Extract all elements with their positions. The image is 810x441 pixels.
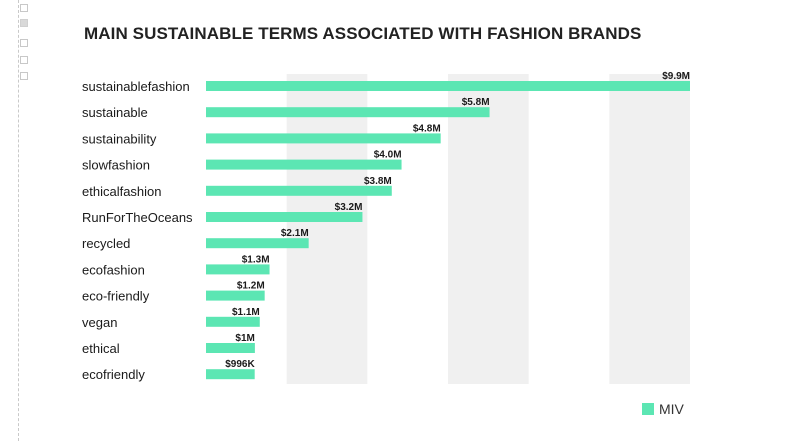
category-label: sustainability [82, 131, 157, 146]
category-label: slowfashion [82, 158, 150, 173]
data-label: $1.2M [237, 281, 265, 292]
category-label: ecofashion [82, 262, 145, 277]
rail-square-icon [20, 56, 28, 64]
category-label: RunForTheOceans [82, 210, 193, 225]
category-label: eco-friendly [82, 289, 150, 304]
bar [206, 316, 260, 327]
data-label: $1.1M [232, 307, 260, 318]
data-label: $1.3M [242, 254, 270, 265]
data-label: $3.2M [335, 202, 363, 213]
chart-title: MAIN SUSTAINABLE TERMS ASSOCIATED WITH F… [84, 24, 642, 43]
bar [206, 212, 363, 222]
rail-square-icon [20, 4, 28, 12]
rail-square-icon [20, 19, 28, 27]
legend-label: MIV [659, 401, 684, 417]
data-label: $5.8M [462, 97, 490, 108]
legend-swatch [642, 403, 654, 415]
left-rail-guide [18, 0, 28, 441]
grid-band [448, 74, 529, 384]
bar [206, 81, 690, 91]
data-label: $4.0M [374, 150, 402, 161]
rail-square-icon [20, 72, 28, 80]
data-label: $1M [235, 333, 254, 344]
category-label: vegan [82, 315, 117, 330]
grid-band [286, 74, 368, 384]
grid-band [609, 74, 690, 384]
category-label: ecofriendly [82, 367, 145, 382]
rail-square-icon [20, 39, 28, 47]
data-label: $3.8M [364, 176, 392, 187]
bar [206, 107, 490, 118]
data-label: $4.8M [413, 123, 441, 134]
bar [206, 290, 265, 301]
category-label: recycled [82, 236, 130, 251]
category-label: sustainable [82, 105, 148, 120]
data-label: $996K [225, 359, 255, 370]
bar [206, 264, 270, 275]
data-label: $2.1M [281, 228, 309, 239]
bar [206, 185, 392, 196]
bar [206, 159, 402, 170]
bar [206, 238, 309, 249]
bar [206, 369, 255, 380]
category-label: sustainablefashion [82, 79, 190, 94]
data-label: $9.9M [662, 71, 690, 82]
bar [206, 133, 441, 144]
chart-legend: MIV [642, 401, 684, 417]
category-label: ethical [82, 341, 120, 356]
bar [206, 343, 255, 353]
category-label: ethicalfashion [82, 184, 162, 199]
